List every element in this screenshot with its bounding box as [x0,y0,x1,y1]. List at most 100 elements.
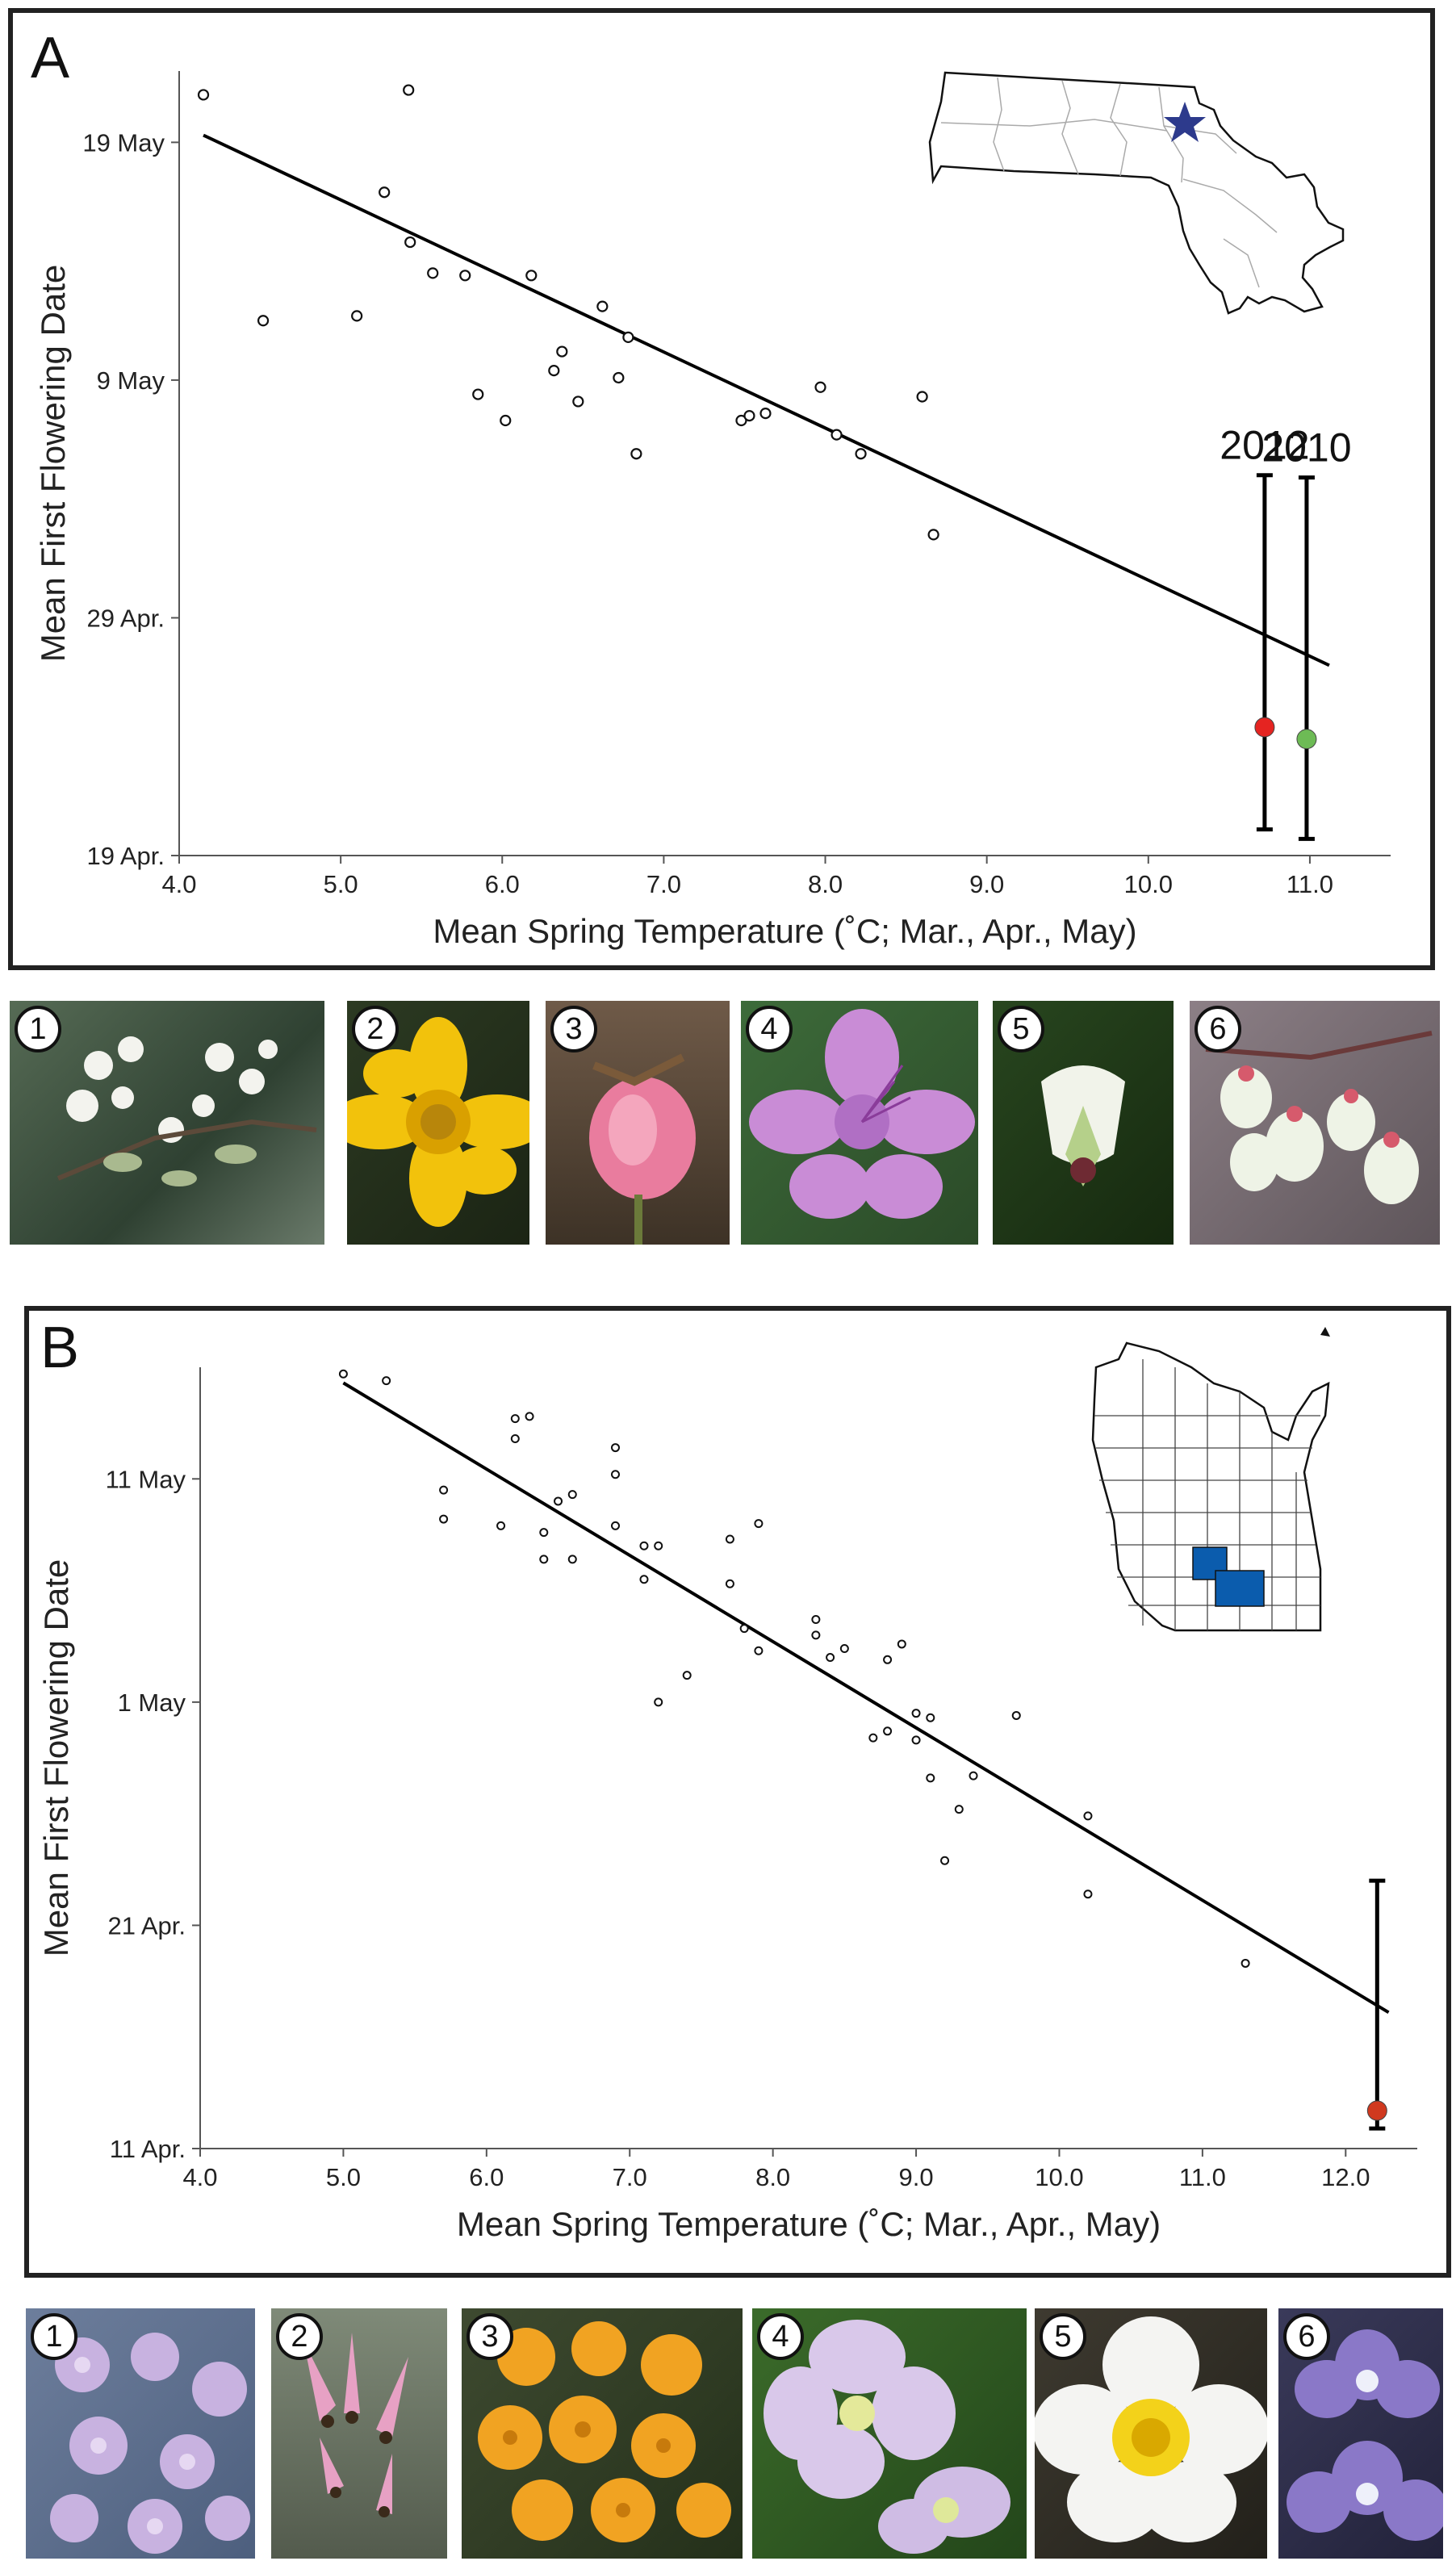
y-tick-label: 1 May [118,1689,186,1717]
photo-number-badge: 3 [467,2313,513,2360]
photo-number-badge: 6 [1195,1006,1241,1052]
data-point [427,267,439,279]
x-tick-label: 8.0 [808,870,843,898]
data-point [739,1624,749,1634]
data-point [554,1496,563,1506]
x-tick-label: 5.0 [326,2163,361,2191]
highlight-point [1254,717,1275,738]
photo-number-badge: 2 [276,2313,323,2360]
x-tick-label: 5.0 [324,870,358,898]
data-point [257,315,270,327]
data-point [639,1575,649,1584]
photo-number-badge: 5 [998,1006,1044,1052]
x-tick-label: 9.0 [899,2163,934,2191]
data-point [927,529,939,541]
flower-photo: 2 [347,1001,529,1245]
x-tick-label: 12.0 [1321,2163,1370,2191]
photo-number-badge: 5 [1040,2313,1086,2360]
chart-b: B 4.0 5.0 6.0 7.0 8.0 9.0 10.0 11.0 12.0 11 Apr. 2… [37,1316,1417,2243]
x-tick-label: 4.0 [182,2163,217,2191]
data-point [831,429,843,441]
data-point [1241,1958,1250,1968]
data-point [510,1414,520,1424]
photo-number-badge: 1 [15,1006,61,1052]
x-tick-label: 8.0 [755,2163,790,2191]
flower-photo: 6 [1190,1001,1440,1245]
highlight-point [1296,729,1317,750]
photo-number-badge: 4 [746,1006,793,1052]
data-point [525,1412,534,1421]
data-point [439,1485,449,1495]
x-axis-title: Mean Spring Temperature (˚C; Mar., Apr.,… [457,2205,1161,2243]
y-axis-title: Mean First Flowering Date [34,265,72,663]
regression-line [203,133,1330,667]
x-tick-label: 10.0 [1124,870,1173,898]
data-point [1083,1811,1093,1821]
year-label: 2012 [1220,423,1309,468]
x-tick-label: 10.0 [1035,2163,1083,2191]
data-point [472,388,484,400]
panel-b: B 4.0 5.0 6.0 7.0 8.0 9.0 10.0 11.0 12.0 11 Apr. 2… [24,1306,1451,2278]
data-point [735,414,747,427]
data-point [539,1528,549,1538]
data-point [510,1434,520,1444]
data-point [1011,1710,1021,1720]
y-tick-label: 19 May [82,128,165,157]
data-point [439,1514,449,1524]
year-label: 2010 [1261,425,1351,471]
data-point [754,1519,764,1529]
flower-photo: 4 [752,2308,1027,2559]
x-tick-label: 11.0 [1179,2163,1226,2191]
data-point [926,1713,935,1722]
x-tick-label: 11.0 [1287,870,1333,898]
data-point [954,1805,964,1814]
x-tick-label: 9.0 [969,870,1004,898]
data-point [1083,1889,1093,1899]
data-point [754,1646,764,1655]
regression-line [342,1381,1390,2015]
flower-photo: 4 [741,1001,978,1245]
data-point [743,409,755,422]
data-point [855,448,867,460]
wisconsin-map [1091,1327,1330,1632]
y-tick-label: 11 Apr. [110,2135,186,2163]
chart-a: A 4.0 5.0 6.0 7.0 8.0 9.0 10.0 11.0 19 Apr. 29 Ap… [31,26,1391,950]
photo-number-badge: 2 [352,1006,399,1052]
data-point [868,1733,878,1743]
photo-number-badge: 3 [550,1006,597,1052]
highlight-point [1366,2100,1387,2121]
data-point [622,331,634,343]
data-point [911,1735,921,1745]
data-point [459,270,471,282]
data-point [596,300,609,312]
data-point [525,270,538,282]
data-point [556,345,568,358]
data-point [911,1709,921,1718]
data-point [926,1773,935,1783]
data-point [403,84,415,96]
data-point [610,1521,620,1530]
data-point [379,186,391,199]
data-point [759,408,772,420]
data-point [197,89,210,101]
data-point [610,1470,620,1479]
photo-number-badge: 1 [31,2313,77,2360]
y-tick-label: 9 May [97,366,165,395]
data-point [630,448,642,460]
panel-letter-a: A [31,26,69,90]
panel-a: A 4.0 5.0 6.0 7.0 8.0 9.0 10.0 11.0 19 Apr. 29 Ap… [8,8,1435,970]
data-point [883,1655,893,1664]
flower-photo: 1 [26,2308,255,2559]
data-point [682,1671,692,1680]
data-point [639,1541,649,1550]
star-icon [1164,102,1206,142]
data-point [610,1443,620,1453]
x-tick-label: 7.0 [646,870,681,898]
data-point [613,371,625,384]
data-point [814,381,826,393]
data-point [567,1490,577,1500]
data-point [969,1771,978,1781]
data-point [811,1630,821,1640]
data-point [725,1534,734,1544]
flower-photo: 1 [10,1001,324,1245]
